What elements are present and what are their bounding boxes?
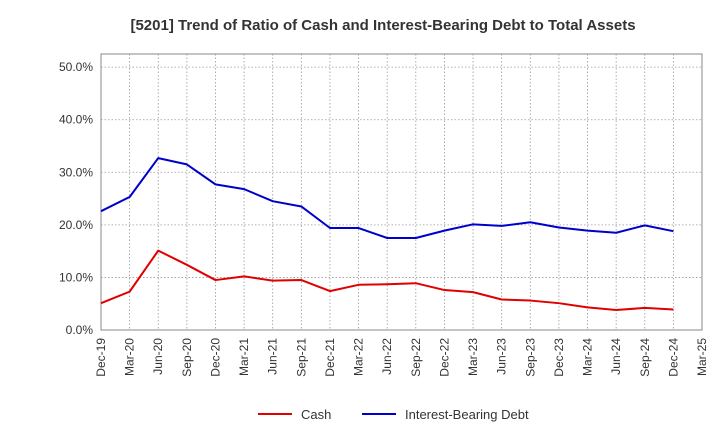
chart-title: [5201] Trend of Ratio of Cash and Intere…: [130, 17, 635, 34]
x-tick-label: Jun-21: [266, 338, 280, 375]
x-tick-label: Mar-20: [123, 338, 137, 376]
grid: [101, 54, 702, 330]
plot-frame: [100, 53, 703, 331]
y-tick-label: 0.0%: [66, 323, 94, 337]
legend-label: Interest-Bearing Debt: [405, 407, 529, 422]
x-tick-label: Mar-22: [352, 338, 366, 376]
x-tick-label: Mar-23: [466, 338, 480, 376]
legend: Cash Interest-Bearing Debt: [258, 407, 529, 422]
x-tick-label: Jun-22: [380, 338, 394, 375]
x-tick-label: Sep-23: [523, 338, 537, 377]
x-tick-label: Jun-23: [495, 338, 509, 375]
y-tick-label: 50.0%: [59, 60, 93, 74]
x-tick-label: Sep-21: [294, 338, 308, 377]
x-tick-label: Dec-24: [666, 338, 680, 377]
x-tick-label: Dec-23: [552, 338, 566, 377]
x-tick-label: Dec-19: [94, 338, 108, 377]
x-tick-label: Mar-24: [581, 338, 595, 376]
series-line-interest-bearing-debt: [100, 157, 674, 239]
x-tick-label: Dec-21: [323, 338, 337, 377]
x-tick-label: Sep-22: [409, 338, 423, 377]
x-tick-label: Sep-20: [180, 338, 194, 377]
x-tick-label: Jun-24: [609, 338, 623, 375]
x-tick-label: Dec-20: [208, 338, 222, 377]
x-tick-label: Mar-21: [237, 338, 251, 376]
axes: 0.0% 10.0% 20.0% 30.0% 40.0% 50.0% Dec-19 Mar-2…: [59, 53, 709, 377]
legend-label: Cash: [301, 407, 331, 422]
y-tick-label: 10.0%: [59, 270, 93, 284]
x-tick-label: Jun-20: [151, 338, 165, 375]
series-line-cash: [100, 249, 674, 312]
y-tick-label: 20.0%: [59, 218, 93, 232]
series-group: [100, 157, 674, 312]
y-tick-label: 30.0%: [59, 165, 93, 179]
y-tick-label: 40.0%: [59, 113, 93, 127]
x-tick-label: Mar-25: [695, 338, 709, 376]
x-tick-label: Dec-22: [437, 338, 451, 377]
x-tick-label: Sep-24: [638, 338, 652, 377]
